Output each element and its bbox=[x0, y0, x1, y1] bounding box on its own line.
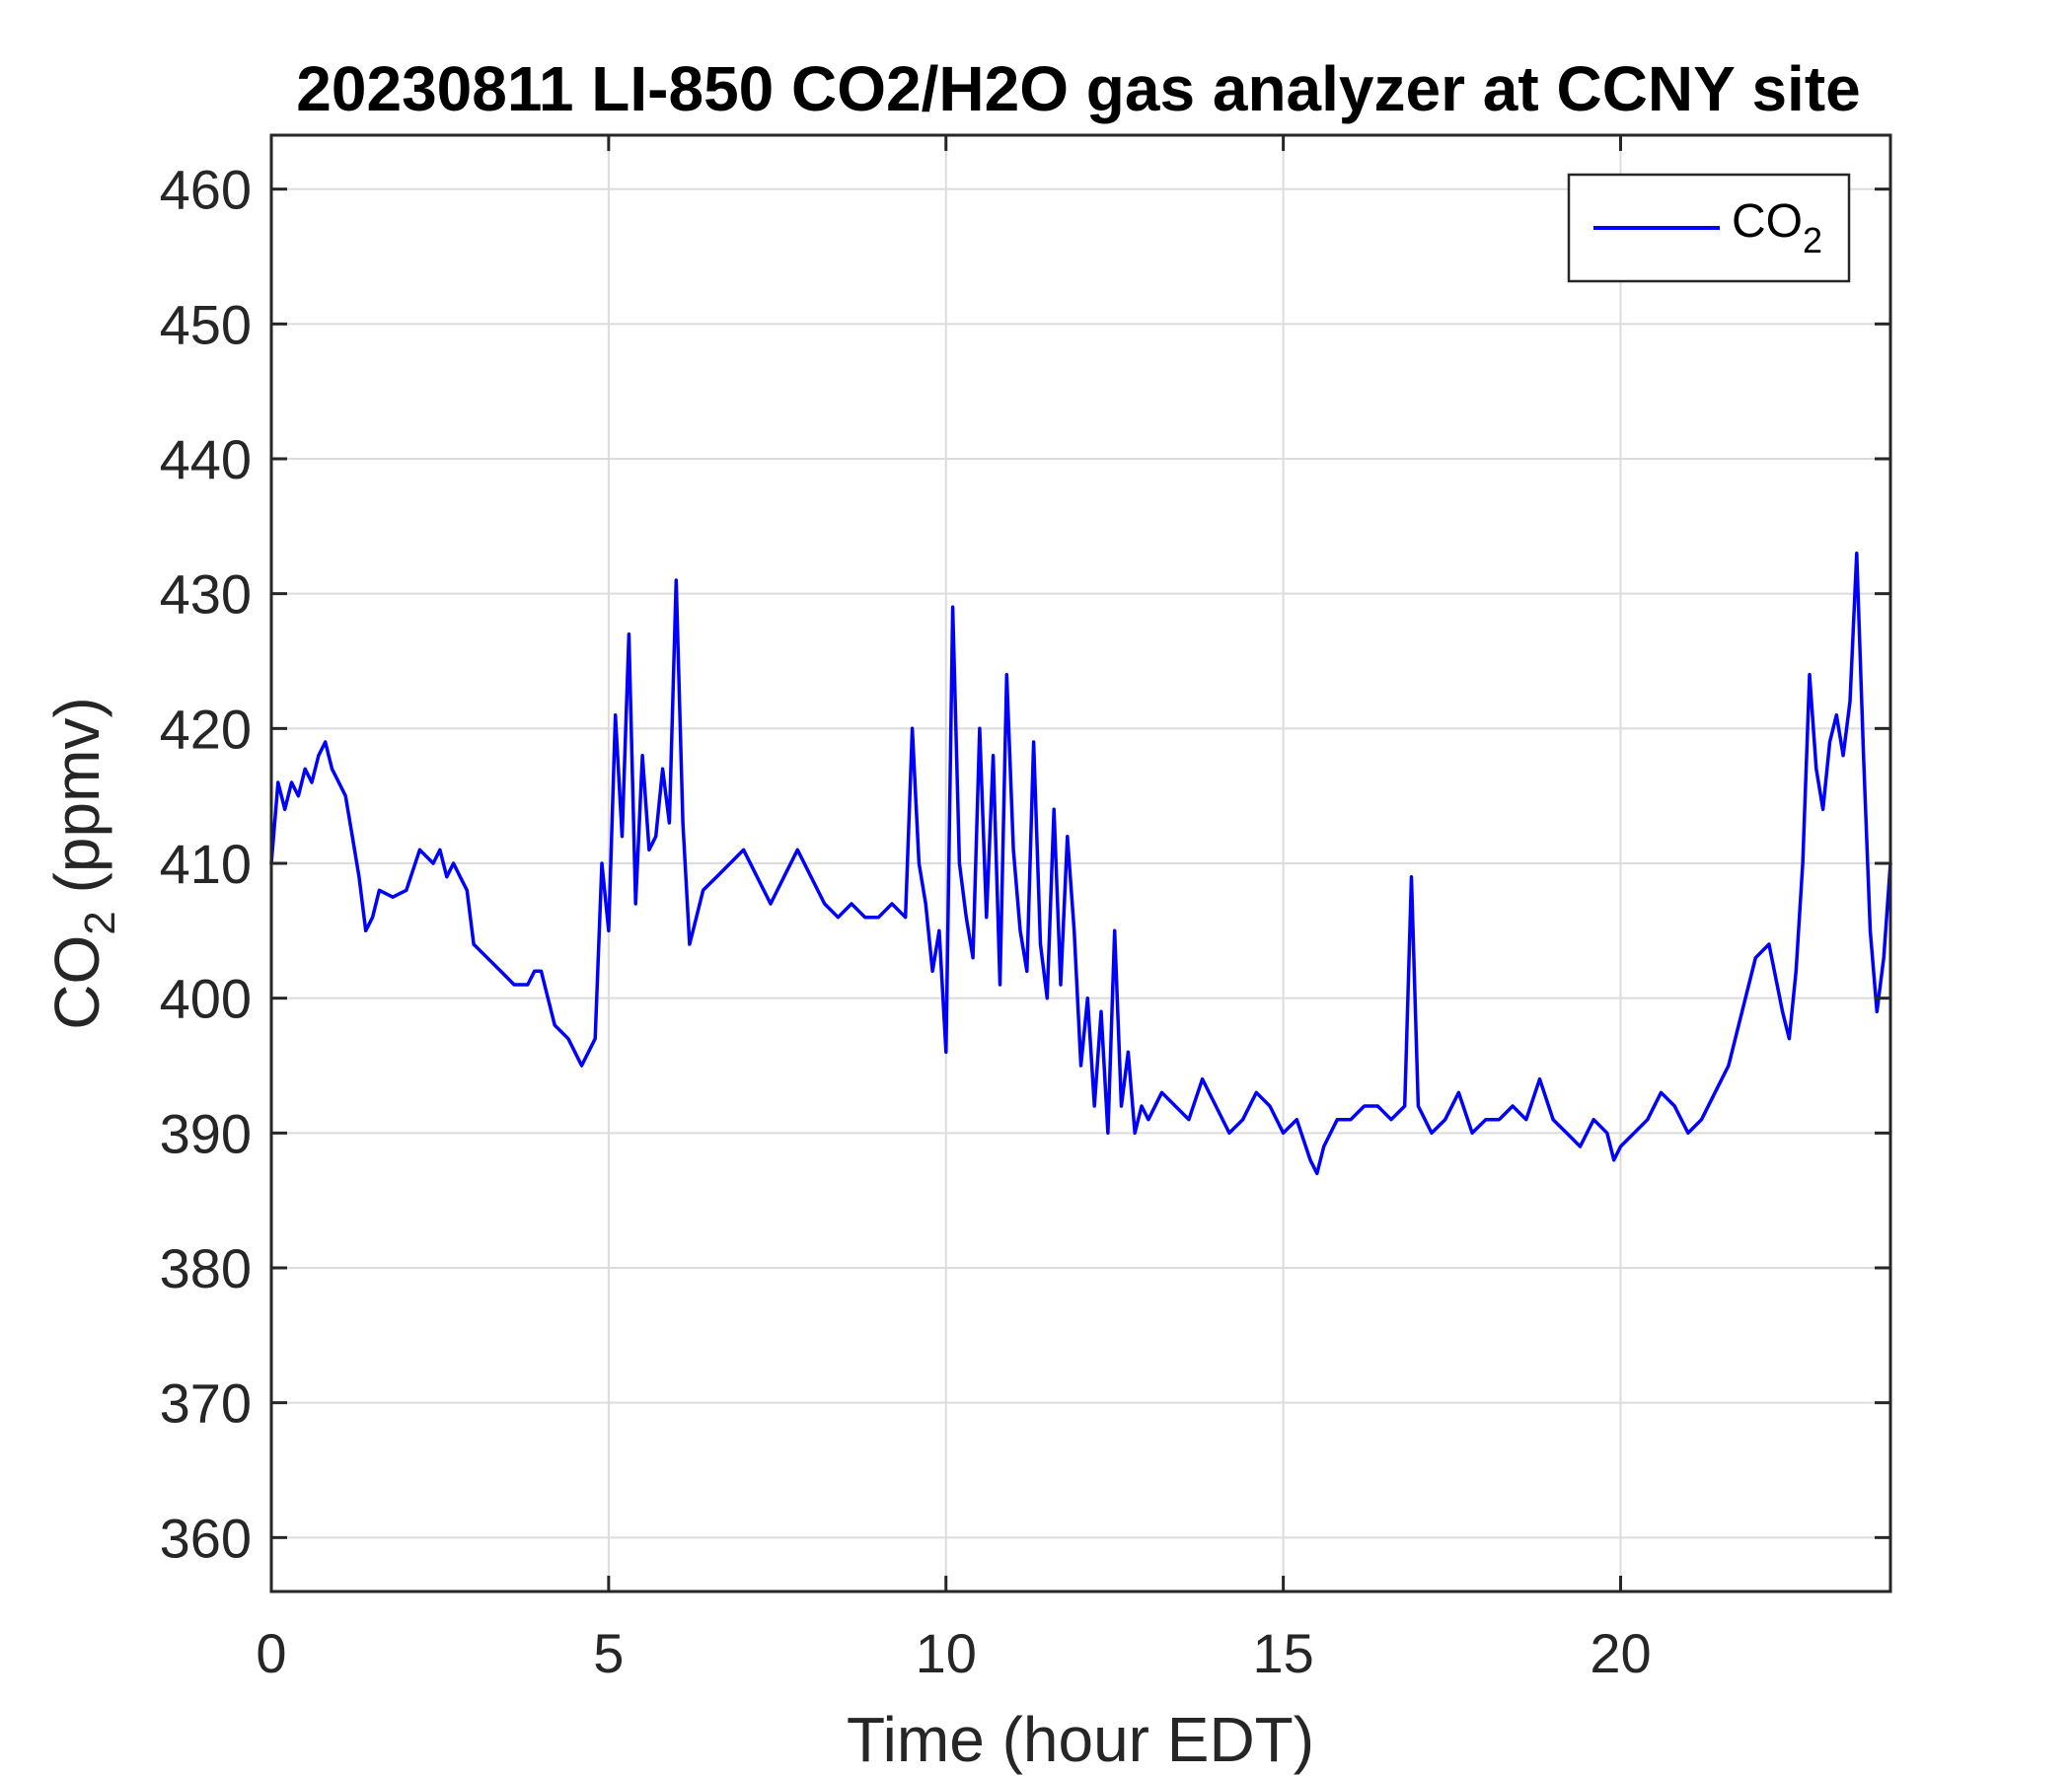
legend-label-subscript: 2 bbox=[1803, 220, 1822, 260]
x-axis-label: Time (hour EDT) bbox=[847, 1704, 1314, 1775]
y-tick-label: 360 bbox=[160, 1507, 252, 1569]
x-tick-label: 20 bbox=[1590, 1622, 1651, 1684]
legend-label-main: CO bbox=[1732, 195, 1803, 248]
y-axis-label-subscript: 2 bbox=[76, 911, 124, 934]
y-axis-label: CO2 (ppmv) bbox=[41, 697, 124, 1029]
y-tick-label: 430 bbox=[160, 563, 252, 626]
y-tick-label: 420 bbox=[160, 698, 252, 760]
y-axis-label-main: CO bbox=[41, 935, 112, 1030]
y-tick-label: 380 bbox=[160, 1237, 252, 1299]
chart-title: 20230811 LI-850 CO2/H2O gas analyzer at … bbox=[296, 53, 1860, 124]
x-tick-label: 15 bbox=[1252, 1622, 1313, 1684]
y-tick-label: 450 bbox=[160, 293, 252, 355]
y-tick-labels: 360 370 380 390 400 410 420 430 440 450 460 bbox=[160, 159, 252, 1570]
y-tick-label: 440 bbox=[160, 428, 252, 490]
y-tick-label: 410 bbox=[160, 833, 252, 895]
y-tick-label: 390 bbox=[160, 1102, 252, 1164]
series-lines bbox=[269, 551, 1892, 1176]
y-axis-label-suffix: (ppmv) bbox=[41, 697, 112, 911]
x-tick-label: 5 bbox=[593, 1622, 624, 1684]
y-tick-label: 400 bbox=[160, 968, 252, 1030]
legend: CO2 bbox=[1567, 173, 1851, 283]
x-tick-label: 0 bbox=[256, 1622, 286, 1684]
axis-ticks bbox=[269, 135, 1890, 1591]
y-tick-label: 370 bbox=[160, 1372, 252, 1435]
legend-label-co2: CO2 bbox=[1732, 195, 1822, 260]
series-line-co2 bbox=[269, 551, 1892, 1176]
x-tick-labels: 0 5 10 15 20 bbox=[256, 1622, 1651, 1684]
x-tick-label: 10 bbox=[916, 1622, 977, 1684]
y-tick-label: 460 bbox=[160, 159, 252, 221]
